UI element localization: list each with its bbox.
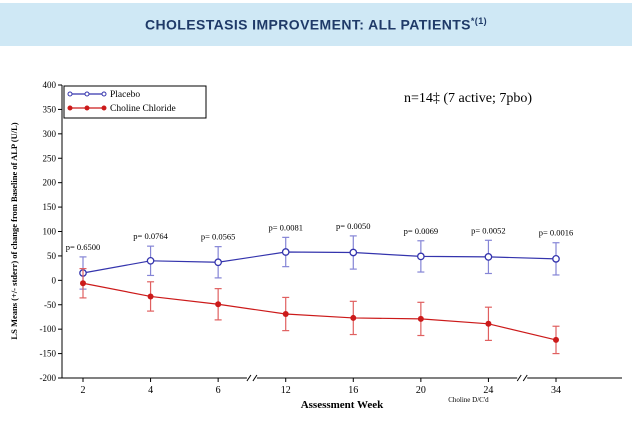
x-tick-label: 2 — [81, 385, 86, 396]
y-tick-label: 150 — [43, 202, 57, 212]
x-tick-label: 34 — [551, 385, 561, 396]
series-line — [82, 282, 557, 341]
legend-marker — [67, 105, 73, 111]
data-point-marker — [417, 252, 425, 261]
p-value-label: p= 0.0069 — [404, 226, 439, 236]
y-axis-ticks: -200 -150 -100 -50 0 50 100 150 200 250 300 350 400 — [40, 80, 62, 383]
title-superscript: *(1) — [470, 16, 488, 27]
p-value-labels: p= 0.6500 p= 0.0764 p= 0.0565 p= 0.0081 p= 0… — [66, 221, 574, 252]
y-tick-label: 50 — [47, 251, 57, 261]
data-point-marker — [350, 314, 357, 321]
data-point-marker — [147, 293, 154, 300]
y-axis-title: LS Means (+/- stderr) of change from Bas… — [9, 122, 19, 339]
y-tick-label: -150 — [40, 349, 57, 359]
data-point-marker — [417, 315, 424, 322]
y-tick-label: 100 — [43, 227, 57, 237]
page-title: CHOLESTASIS IMPROVEMENT: ALL PATIENTS*(1… — [145, 16, 487, 33]
legend-marker — [84, 91, 90, 97]
x-tick-label: 4 — [148, 385, 153, 396]
legend: Placebo Choline Chloride — [63, 85, 207, 119]
legend-box — [63, 85, 207, 119]
page-title-text: CHOLESTASIS IMPROVEMENT: ALL PATIENTS — [144, 16, 471, 33]
series-placebo — [79, 235, 560, 290]
data-point-marker — [484, 253, 493, 261]
legend-marker — [84, 105, 90, 111]
data-point-marker — [214, 258, 222, 267]
data-point-marker — [282, 311, 289, 318]
p-value-label: p= 0.0565 — [201, 232, 236, 242]
series-choline-chloride — [79, 268, 560, 355]
y-tick-label: 250 — [43, 153, 57, 163]
x-tick-label: 16 — [348, 385, 358, 396]
y-tick-label: 400 — [43, 80, 57, 90]
p-value-label: p= 0.0764 — [133, 231, 168, 241]
x-tick-label: 20 — [416, 385, 426, 396]
legend-label: Placebo — [110, 90, 140, 100]
x-tick-label: 6 — [216, 385, 221, 396]
axis-break-marks — [246, 374, 528, 382]
y-tick-label: 200 — [43, 178, 57, 188]
x-axis-ticks: 2 4 6 12 16 20 24 34 — [81, 378, 561, 396]
data-point-marker — [215, 301, 222, 308]
legend-marker — [101, 91, 107, 97]
legend-marker — [101, 105, 107, 111]
p-value-label: p= 0.0050 — [336, 221, 371, 231]
data-point-marker — [146, 256, 155, 265]
y-tick-label: 300 — [43, 129, 57, 139]
y-tick-label: -50 — [44, 300, 56, 310]
data-point-marker — [552, 254, 560, 263]
series-line — [82, 251, 557, 274]
slide-header-banner: CHOLESTASIS IMPROVEMENT: ALL PATIENTS*(1… — [0, 3, 632, 46]
sample-size-annotation: n=14‡ (7 active; 7pbo) — [404, 91, 532, 106]
data-point-marker — [80, 280, 86, 287]
legend-marker — [67, 91, 73, 97]
x-tick-label: 12 — [281, 385, 291, 396]
data-point-marker — [349, 248, 358, 257]
x-axis-title: Assessment Week — [301, 399, 384, 411]
line-chart: -200 -150 -100 -50 0 50 100 150 200 250 300 350 400 2… — [9, 80, 622, 411]
data-point-marker — [485, 320, 492, 327]
y-tick-label: -100 — [40, 324, 57, 334]
footnote-choline-discontinued: Choline D/C'd — [448, 396, 489, 404]
y-tick-label: 0 — [52, 275, 57, 285]
legend-label: Choline Chloride — [110, 104, 176, 114]
x-tick-label: 24 — [483, 385, 493, 396]
data-point-marker — [281, 248, 290, 256]
data-point-marker — [553, 336, 559, 343]
y-tick-label: -200 — [40, 373, 57, 383]
y-tick-label: 350 — [43, 104, 57, 114]
p-value-label: p= 0.6500 — [66, 242, 101, 252]
p-value-label: p= 0.0052 — [471, 225, 506, 235]
p-value-label: p= 0.0081 — [268, 222, 303, 232]
p-value-label: p= 0.0016 — [539, 228, 574, 238]
chart-container: -200 -150 -100 -50 0 50 100 150 200 250 300 350 400 2… — [6, 70, 628, 417]
